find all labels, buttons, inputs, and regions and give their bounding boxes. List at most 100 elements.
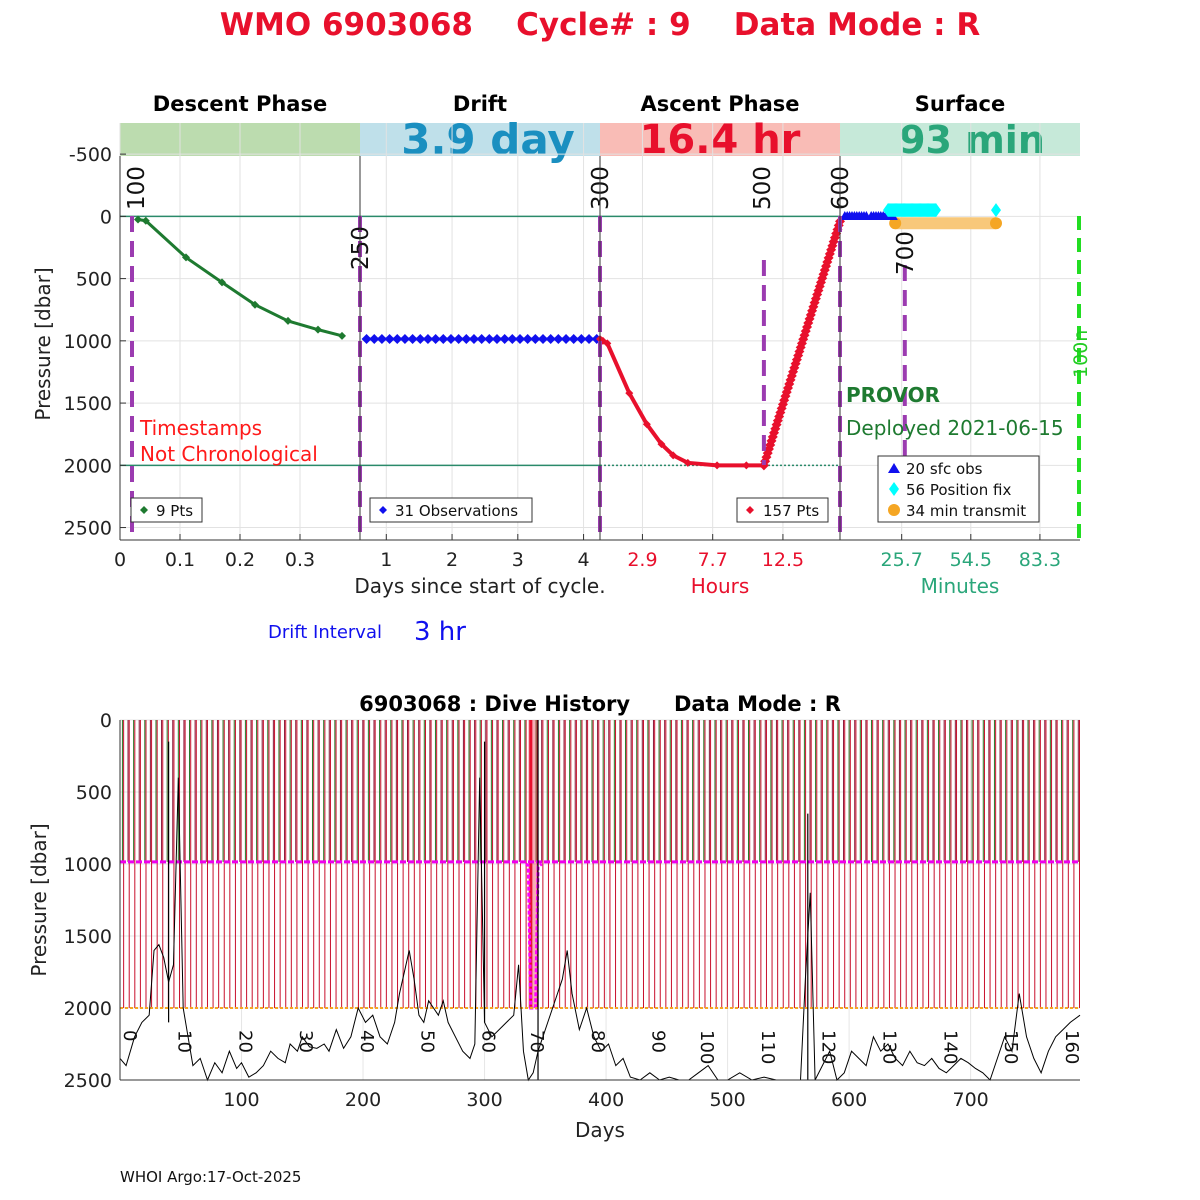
top-x-tick-label: 25.7 <box>881 549 923 571</box>
dive-history-x-axis-label: Days <box>575 1118 625 1142</box>
legend-transmit-marker <box>888 504 900 516</box>
top-x-tick-label: 0.2 <box>225 549 255 571</box>
drift-point <box>584 333 595 344</box>
legend-transmit-label: 34 min transmit <box>906 502 1026 520</box>
dive-cycle-label: 90 <box>648 1030 669 1053</box>
drift-point <box>576 333 587 344</box>
ascent-point <box>683 458 692 467</box>
legend-position-fix-marker <box>889 482 899 496</box>
dive-x-tick-label: 500 <box>709 1089 745 1111</box>
drift-point <box>415 333 426 344</box>
legend-surface: 20 sfc obs 56 Position fix 34 min transm… <box>877 455 1040 523</box>
dive-x-tick-label: 100 <box>223 1089 259 1111</box>
dive-history-bathymetry <box>119 720 1081 1082</box>
legend-ascent: 157 Pts <box>736 497 829 523</box>
top-x-tick-label: 12.5 <box>762 549 804 571</box>
dive-cycle-label: 30 <box>295 1030 316 1053</box>
descent-point <box>134 215 142 224</box>
phase-marker-label: 600 <box>828 166 854 210</box>
drift-point <box>438 333 449 344</box>
transmit-point <box>990 217 1002 230</box>
top-y-tick-label: 1000 <box>64 331 112 353</box>
ascent-point <box>603 339 612 348</box>
top-y-tick-label: 1500 <box>64 393 112 415</box>
drift-point <box>568 333 579 344</box>
legend-descent-label: 9 Pts <box>156 502 193 520</box>
top-x-tick-label: 3 <box>512 549 524 571</box>
dive-cycle-label: 50 <box>417 1030 438 1053</box>
ascent-point <box>657 440 666 449</box>
top-x-tick-label: 7.7 <box>698 549 728 571</box>
ascent-point <box>713 461 722 470</box>
phase-descent-name: Descent Phase <box>153 92 327 116</box>
phase-surface-name: Surface <box>915 92 1005 116</box>
dive-cycle-label: 40 <box>356 1030 377 1053</box>
legend-ascent-label: 157 Pts <box>763 502 819 520</box>
surface-duration: 93 min <box>899 118 1045 162</box>
top-x-tick-label: 1 <box>380 549 392 571</box>
descent-point <box>338 331 346 340</box>
dive-x-tick-label: 400 <box>588 1089 624 1111</box>
phase-drift-name: Drift <box>453 92 507 116</box>
legend-drift-marker <box>379 506 387 514</box>
top-y-axis-label: Pressure [dbar] <box>31 267 55 420</box>
descent-point <box>182 253 190 262</box>
drift-point <box>515 333 525 344</box>
drift-point <box>530 333 541 344</box>
drift-interval-value: 3 hr <box>414 617 466 647</box>
phase-drift-band <box>360 123 600 156</box>
surface-end-marker-label: 100n <box>1070 330 1092 378</box>
top-y-tick-label: 0 <box>100 206 112 228</box>
ascent-point <box>625 389 634 398</box>
footer-credit: WHOI Argo:17-Oct-2025 <box>120 1168 301 1186</box>
descent-point <box>141 216 150 225</box>
dive-cycle-label: 0 <box>119 1030 140 1041</box>
legend-descent-marker <box>140 506 148 514</box>
legend-surface-box <box>877 455 1040 523</box>
dive-y-tick-label: 0 <box>100 710 112 732</box>
dive-history-y-axis-label: Pressure [dbar] <box>27 823 51 976</box>
dive-x-tick-label: 200 <box>345 1089 381 1111</box>
top-y-tick-label: 500 <box>76 269 112 291</box>
dive-cycle-label: 120 <box>818 1030 839 1064</box>
phase-marker-label: 250 <box>348 226 374 270</box>
top-x-tick-label: 2.9 <box>627 549 657 571</box>
drift-point <box>476 333 487 344</box>
drift-point <box>422 333 433 344</box>
drift-point <box>522 333 533 344</box>
dive-cycle-label: 150 <box>1000 1030 1021 1064</box>
top-x-tick-label: 0.1 <box>165 549 195 571</box>
drift-point <box>392 333 403 344</box>
top-x-tick-label: 4 <box>578 549 590 571</box>
dive-cycle-label: 70 <box>526 1030 547 1053</box>
dive-y-tick-label: 2000 <box>64 998 112 1020</box>
drift-point <box>538 333 549 344</box>
dive-cycle-label: 60 <box>477 1030 498 1053</box>
phase-marker-label: 500 <box>750 166 776 210</box>
descent-point <box>284 316 292 325</box>
dive-cycle-label: 10 <box>174 1030 195 1053</box>
legend-sfc-obs-label: 20 sfc obs <box>906 460 983 478</box>
dive-x-tick-label: 300 <box>466 1089 502 1111</box>
dive-history-title: 6903068 : Dive History Data Mode : R <box>359 692 841 716</box>
dive-y-tick-label: 1500 <box>64 926 112 948</box>
descent-x-axis-label: Days since start of cycle. <box>354 574 605 598</box>
dive-cycle-label: 130 <box>878 1030 899 1064</box>
drift-point <box>484 333 495 344</box>
top-phase-markers: 100 250 300 500 600 700 100n <box>124 166 1092 540</box>
dive-cycle-label: 160 <box>1061 1030 1082 1064</box>
drift-point <box>407 333 418 344</box>
phase-ascent-name: Ascent Phase <box>641 92 800 116</box>
drift-point <box>376 333 387 344</box>
descent-point <box>218 278 226 287</box>
drift-point <box>384 333 395 344</box>
surface-x-axis-label: Minutes <box>921 574 1000 598</box>
ascent-point <box>642 420 651 429</box>
drift-point <box>361 333 372 344</box>
legend-drift-box <box>369 497 533 523</box>
top-x-tick-label: 54.5 <box>950 549 992 571</box>
top-x-tick-label: 83.3 <box>1019 549 1061 571</box>
